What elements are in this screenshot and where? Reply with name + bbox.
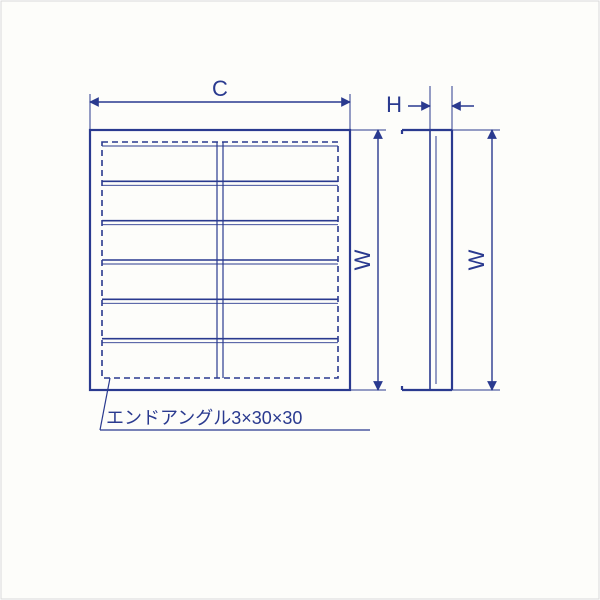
dim-h-label: H	[386, 92, 402, 117]
dim-c-label: C	[212, 76, 228, 101]
dim-w-front-label: W	[350, 249, 375, 270]
dim-w-side-label: W	[464, 249, 489, 270]
end-angle-note: エンドアングル3×30×30	[106, 408, 302, 428]
